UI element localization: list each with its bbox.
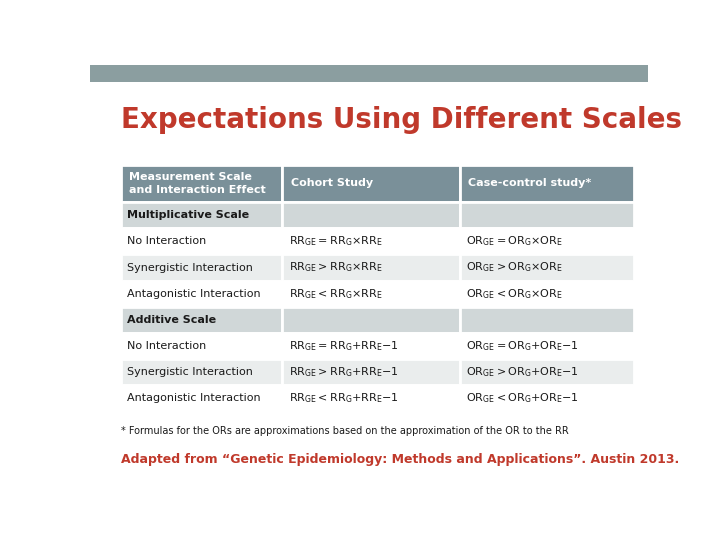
- Text: Antagonistic Interaction: Antagonistic Interaction: [127, 289, 261, 299]
- Bar: [121, 202, 282, 228]
- Text: $\mathregular{OR_{GE}{>}OR_G{+}OR_E{-}1}$: $\mathregular{OR_{GE}{>}OR_G{+}OR_E{-}1}…: [467, 366, 580, 379]
- Text: Synergistic Interaction: Synergistic Interaction: [127, 262, 253, 273]
- Text: $\mathregular{RR_{GE}{=}RR_G{+}RR_E{-}1}$: $\mathregular{RR_{GE}{=}RR_G{+}RR_E{-}1}…: [289, 339, 400, 353]
- Bar: [282, 333, 459, 359]
- Text: Adapted from “Genetic Epidemiology: Methods and Applications”. Austin 2013.: Adapted from “Genetic Epidemiology: Meth…: [121, 453, 679, 466]
- Bar: [282, 359, 459, 386]
- Bar: [459, 333, 634, 359]
- Bar: [459, 202, 634, 228]
- Text: * Formulas for the ORs are approximations based on the approximation of the OR t: * Formulas for the ORs are approximation…: [121, 426, 569, 436]
- Text: $\mathregular{RR_{GE}{>}RR_G{\times}RR_E}$: $\mathregular{RR_{GE}{>}RR_G{\times}RR_E…: [289, 261, 383, 274]
- Bar: [121, 281, 282, 307]
- Bar: [282, 281, 459, 307]
- Text: $\mathregular{RR_{GE}{=}RR_G{\times}RR_E}$: $\mathregular{RR_{GE}{=}RR_G{\times}RR_E…: [289, 234, 383, 248]
- Text: $\mathregular{OR_{GE}{=}OR_G{+}OR_E{-}1}$: $\mathregular{OR_{GE}{=}OR_G{+}OR_E{-}1}…: [467, 339, 580, 353]
- Bar: [121, 228, 282, 254]
- Bar: [459, 228, 634, 254]
- Text: Additive Scale: Additive Scale: [127, 315, 216, 325]
- Bar: [282, 165, 459, 202]
- Text: No Interaction: No Interaction: [127, 237, 207, 246]
- Text: $\mathregular{OR_{GE}{<}OR_G{\times}OR_E}$: $\mathregular{OR_{GE}{<}OR_G{\times}OR_E…: [467, 287, 563, 301]
- Bar: [90, 65, 648, 82]
- Text: $\mathregular{OR_{GE}{=}OR_G{\times}OR_E}$: $\mathregular{OR_{GE}{=}OR_G{\times}OR_E…: [467, 234, 563, 248]
- Text: $\mathregular{RR_{GE}{>}RR_G{+}RR_E{-}1}$: $\mathregular{RR_{GE}{>}RR_G{+}RR_E{-}1}…: [289, 366, 400, 379]
- Bar: [282, 386, 459, 411]
- Text: Antagonistic Interaction: Antagonistic Interaction: [127, 394, 261, 403]
- Text: $\mathregular{OR_{GE}{>}OR_G{\times}OR_E}$: $\mathregular{OR_{GE}{>}OR_G{\times}OR_E…: [467, 261, 563, 274]
- Bar: [282, 202, 459, 228]
- Bar: [459, 281, 634, 307]
- Bar: [459, 359, 634, 386]
- Bar: [459, 307, 634, 333]
- Text: Cohort Study: Cohort Study: [292, 178, 374, 188]
- Text: $\mathregular{RR_{GE}{<}RR_G{\times}RR_E}$: $\mathregular{RR_{GE}{<}RR_G{\times}RR_E…: [289, 287, 383, 301]
- Bar: [459, 386, 634, 411]
- Bar: [121, 165, 282, 202]
- Bar: [121, 254, 282, 281]
- Text: $\mathregular{RR_{GE}{<}RR_G{+}RR_E{-}1}$: $\mathregular{RR_{GE}{<}RR_G{+}RR_E{-}1}…: [289, 392, 400, 406]
- Bar: [459, 254, 634, 281]
- Bar: [282, 254, 459, 281]
- Text: Measurement Scale
and Interaction Effect: Measurement Scale and Interaction Effect: [129, 172, 266, 195]
- Bar: [282, 307, 459, 333]
- Text: Synergistic Interaction: Synergistic Interaction: [127, 367, 253, 377]
- Text: Case-control study*: Case-control study*: [468, 178, 592, 188]
- Text: Expectations Using Different Scales: Expectations Using Different Scales: [121, 106, 682, 134]
- Bar: [121, 307, 282, 333]
- Text: Multiplicative Scale: Multiplicative Scale: [127, 210, 249, 220]
- Bar: [121, 333, 282, 359]
- Text: No Interaction: No Interaction: [127, 341, 207, 351]
- Bar: [459, 165, 634, 202]
- Bar: [121, 386, 282, 411]
- Bar: [282, 228, 459, 254]
- Text: $\mathregular{OR_{GE}{<}OR_G{+}OR_E{-}1}$: $\mathregular{OR_{GE}{<}OR_G{+}OR_E{-}1}…: [467, 392, 580, 406]
- Bar: [121, 359, 282, 386]
